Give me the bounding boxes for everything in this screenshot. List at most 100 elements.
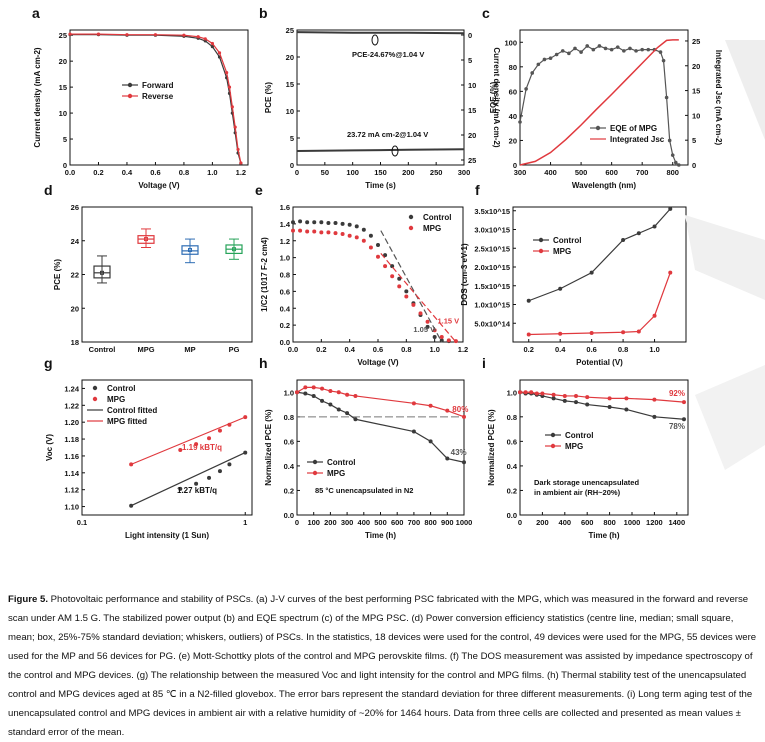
series-line [296,31,465,35]
data-point [129,503,134,508]
x-axis-label: Voltage (V) [357,358,399,367]
panel-letter: b [259,5,268,21]
series-line [520,391,685,403]
series-line [528,208,671,302]
x-tick-label: 0 [295,168,299,177]
data-point [196,35,200,39]
x-tick-label: 1000 [624,518,641,527]
y-tick-label: 20 [509,136,517,145]
data-point [681,417,686,422]
legend-marker [92,385,98,391]
data-point [636,231,641,236]
data-point [425,324,430,329]
data-point [129,462,134,467]
data-point [536,62,541,67]
data-point [340,232,345,236]
data-point [428,439,433,444]
data-point [607,396,612,401]
x-tick-label: 200 [402,168,415,177]
panel-letter: i [482,355,486,371]
data-point [243,450,248,455]
y-tick-label: 10 [59,109,67,118]
x-tick-label: PG [229,345,240,354]
data-point [439,338,444,343]
data-point [628,46,632,51]
data-point [333,231,338,236]
x-tick-label: 800 [666,168,679,177]
panel-f: f 0.2 0.4 0.6 0.8 1.0 5.0x10^14 1.0x10^15 1.5x10… [460,182,687,367]
data-point [664,95,669,100]
data-point [207,436,212,441]
x-tick-label: 0.0 [288,345,298,354]
x-tick-label: 0.8 [179,168,189,177]
data-point [526,298,531,303]
data-point [291,220,295,225]
data-point [354,235,359,240]
series-marker-ellipse [391,145,399,157]
x-tick-label: 150 [374,168,387,177]
data-point [227,422,232,427]
data-point [404,294,409,299]
data-point [291,228,295,233]
data-point [526,332,531,337]
x-tick-label: 100 [307,518,320,527]
x-tick-label: 1.0 [207,168,217,177]
y2-tick-label: 0 [468,31,472,40]
box-mean [232,247,236,252]
panel-letter: d [44,182,53,198]
data-point [670,153,675,157]
x-tick-label: 1000 [456,518,473,527]
data-point [390,274,395,279]
fit-line [130,416,246,465]
data-point [153,33,158,37]
y-tick-label: 15 [286,80,294,89]
x-tick-label: 0.4 [122,168,133,177]
y-tick-label: 60 [509,87,517,96]
y-axis-label: EQE (%) [489,81,498,113]
data-point [554,52,559,57]
data-point [445,408,450,413]
data-point [312,229,317,234]
y-tick-label: 0.6 [284,437,294,446]
axes-frame [512,206,687,343]
y-tick-label: 18 [71,338,79,347]
y2-tick-label: 10 [692,111,700,120]
data-point [573,46,577,51]
data-point [652,224,657,229]
data-point [383,264,388,269]
x-tick-label: MPG [137,345,154,354]
y-tick-label: 25 [59,31,67,40]
data-point [305,220,310,225]
y-axis-label: PCE (%) [53,259,62,290]
axes-frame [69,29,249,166]
data-point [609,47,614,52]
data-point [353,393,358,398]
data-point [418,311,423,316]
data-point [453,339,458,344]
legend-marker [127,93,133,99]
data-point [340,221,345,226]
data-point [518,120,522,124]
data-point [518,390,522,395]
legend-entry: Reverse [142,92,174,101]
y-tick-label: 2.5x10^15 [474,244,510,253]
data-point [529,390,534,395]
x-tick-label: 0.2 [316,345,326,354]
data-point [681,400,686,405]
data-point [233,125,237,129]
data-point [579,50,583,54]
data-point [311,393,316,398]
annotation: in ambient air (RH~20%) [534,488,621,497]
fit-line [380,253,457,343]
panel-e: e 0.0 0.2 0.4 0.6 0.8 1.0 1.2 0.0 0.2 0.4 0.6 0.8 1.0… [255,182,468,367]
data-point [607,405,612,409]
data-point [376,254,380,259]
legend-entry: Control [553,236,581,245]
y-tick-label: 25 [286,26,294,35]
legend-marker [408,214,414,220]
y-tick-label: 0.0 [507,511,517,520]
annotation: 1.15 V [438,316,460,325]
y-tick-label: 26 [71,203,79,212]
data-point [319,230,324,235]
